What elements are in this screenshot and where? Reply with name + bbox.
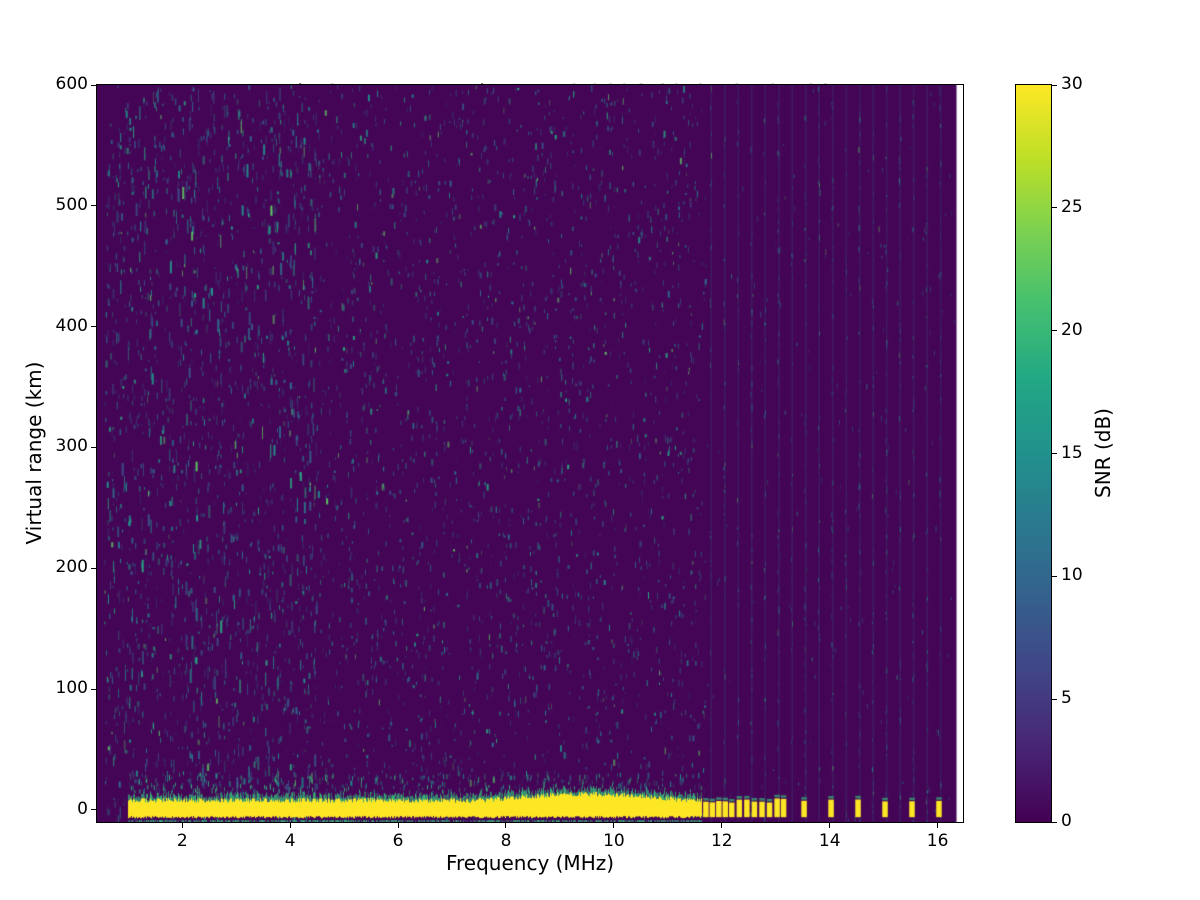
x-tick-mark	[397, 823, 399, 828]
y-tick-mark	[91, 446, 96, 448]
x-tick-label: 8	[500, 831, 512, 851]
y-tick-mark	[91, 688, 96, 690]
x-tick-mark	[721, 823, 723, 828]
y-tick-mark	[91, 567, 96, 569]
colorbar	[1015, 84, 1052, 823]
x-tick-label: 4	[284, 831, 296, 851]
colorbar-tick-label: 25	[1061, 196, 1083, 217]
y-tick-label: 100	[55, 678, 88, 699]
x-tick-label: 10	[603, 831, 625, 851]
colorbar-tick-label: 20	[1061, 319, 1083, 340]
colorbar-tick-mark	[1052, 207, 1057, 209]
colorbar-tick-mark	[1052, 698, 1057, 700]
colorbar-tick-mark	[1052, 821, 1057, 823]
x-tick-mark	[505, 823, 507, 828]
y-tick-label: 600	[55, 74, 88, 94]
heatmap-canvas	[97, 85, 963, 822]
y-tick-mark	[91, 326, 96, 328]
colorbar-tick-label: 0	[1061, 811, 1072, 831]
y-tick-mark	[91, 84, 96, 86]
y-tick-mark	[91, 809, 96, 811]
colorbar-tick-mark	[1052, 575, 1057, 577]
colorbar-tick-label: 15	[1061, 442, 1083, 463]
x-axis-label: Frequency (MHz)	[445, 851, 615, 875]
colorbar-tick-label: 5	[1061, 688, 1072, 709]
y-tick-label: 200	[55, 557, 88, 578]
plot-area	[96, 84, 964, 823]
x-tick-label: 14	[818, 831, 841, 851]
y-tick-mark	[91, 205, 96, 207]
x-tick-label: 6	[392, 831, 404, 851]
colorbar-label: SNR (dB)	[1091, 408, 1115, 498]
colorbar-gradient	[1016, 85, 1051, 822]
y-tick-label: 500	[55, 194, 88, 215]
colorbar-tick-mark	[1052, 453, 1057, 454]
colorbar-tick-label: 30	[1061, 74, 1083, 94]
colorbar-tick-label: 10	[1061, 565, 1083, 586]
x-tick-mark	[613, 823, 615, 828]
y-tick-label: 400	[55, 315, 88, 336]
x-tick-label: 16	[926, 831, 949, 851]
x-tick-mark	[181, 823, 183, 828]
x-tick-mark	[829, 823, 831, 828]
x-tick-mark	[937, 823, 939, 828]
x-tick-label: 2	[176, 831, 188, 851]
colorbar-tick-mark	[1052, 84, 1057, 86]
x-tick-mark	[289, 823, 291, 828]
colorbar-tick-mark	[1052, 330, 1057, 332]
y-tick-label: 0	[77, 798, 88, 819]
x-tick-label: 12	[710, 831, 733, 851]
y-tick-label: 300	[55, 436, 88, 457]
